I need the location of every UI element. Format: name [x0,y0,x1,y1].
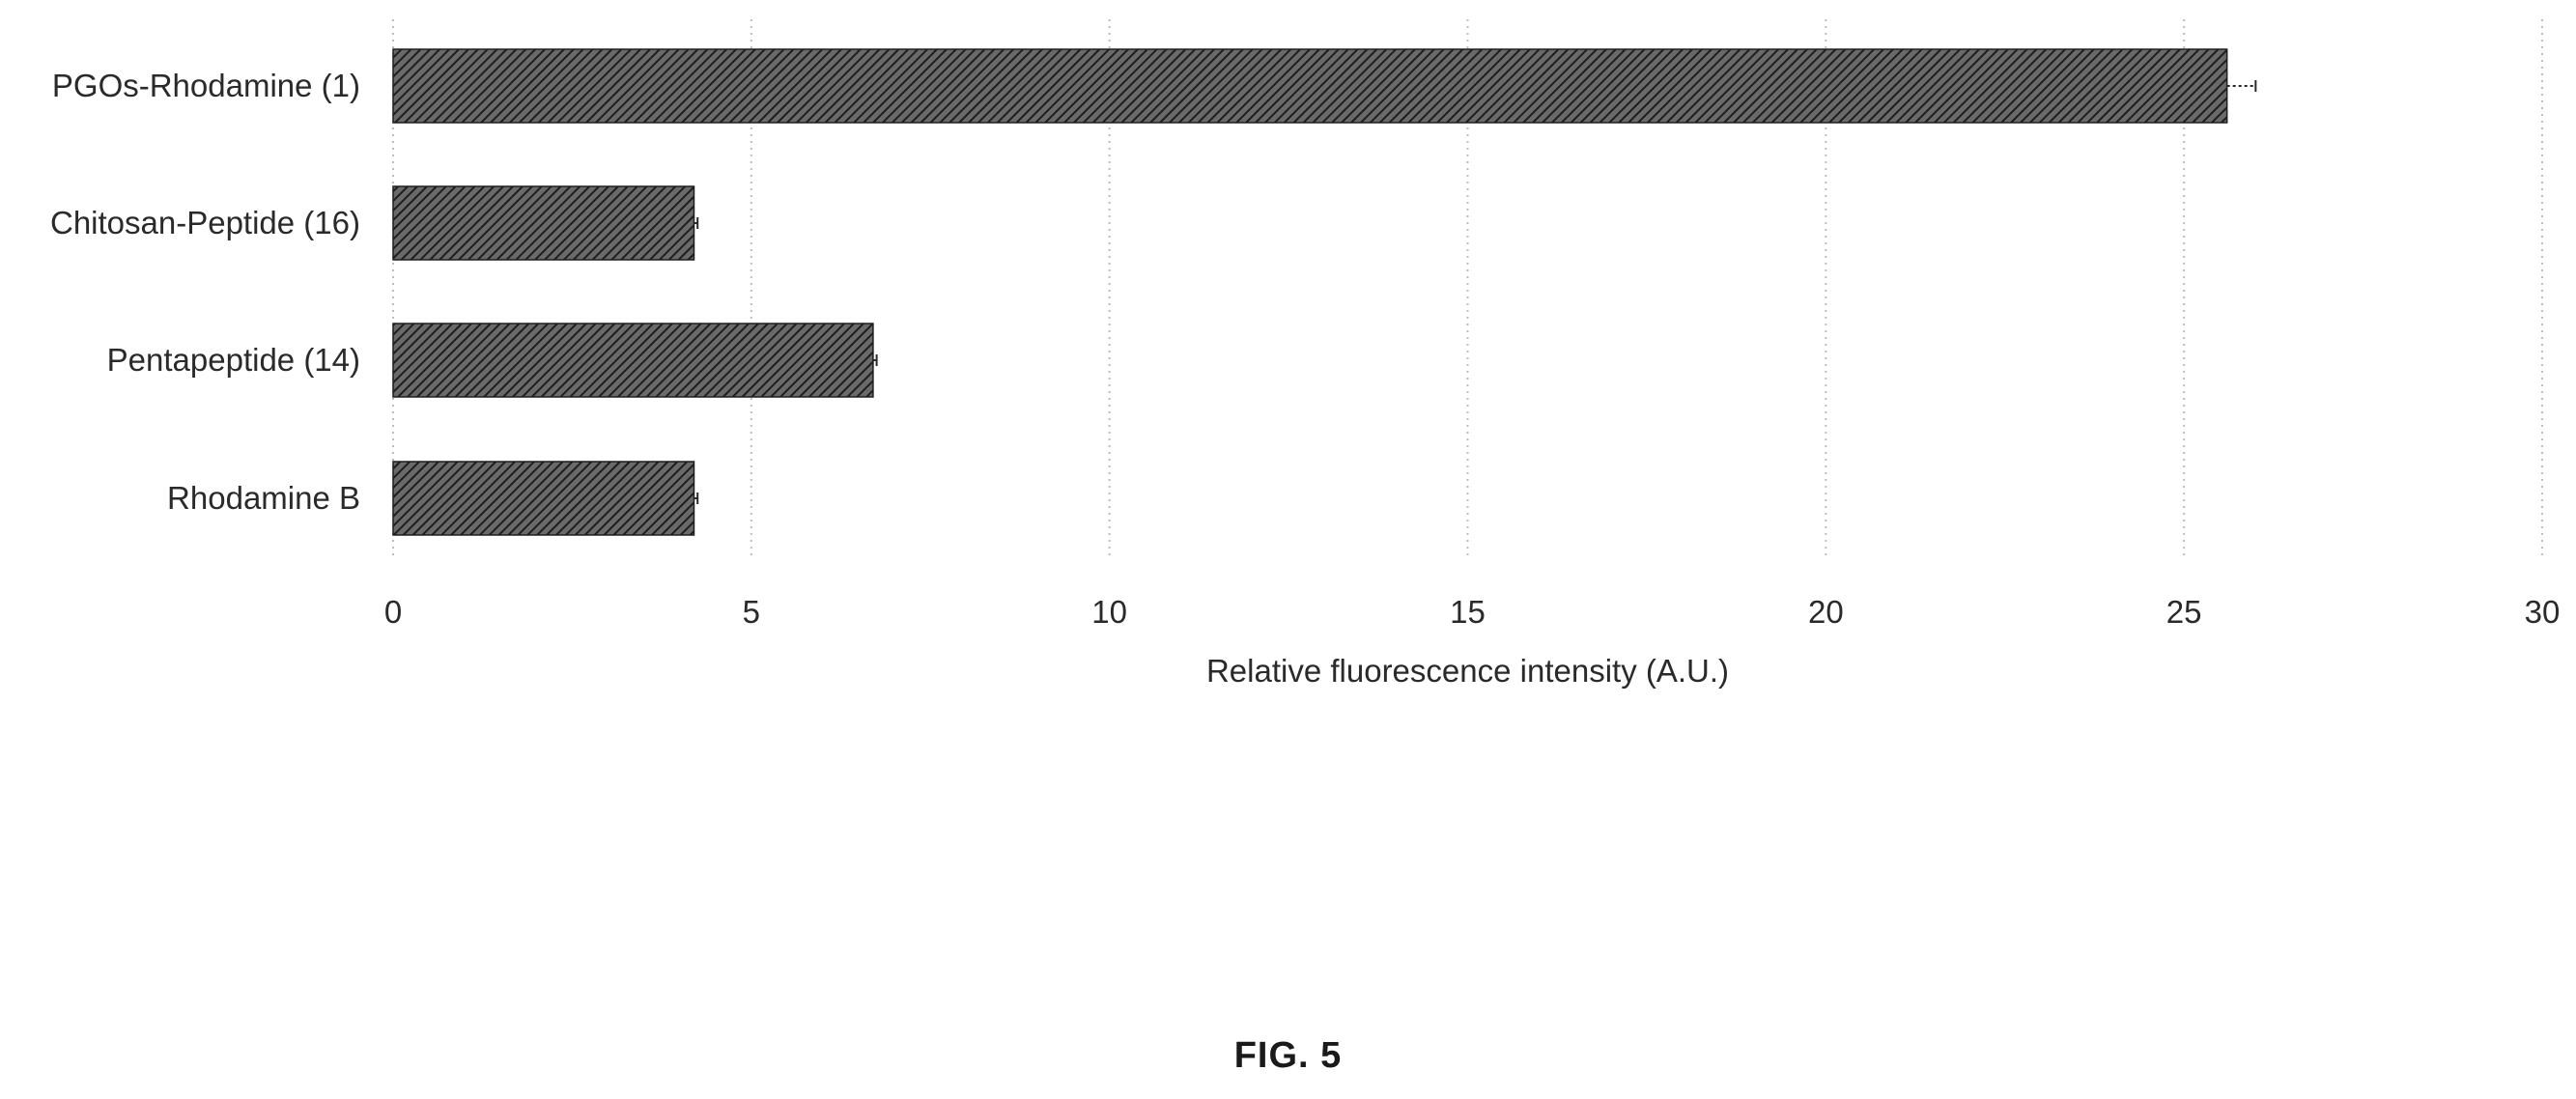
x-tick-label: 0 [384,594,402,630]
x-tick-label: 15 [1450,594,1486,630]
bar-chart: PGOs-Rhodamine (1) Chitosan-Peptide (16) P… [50,19,2561,689]
x-tick-label: 30 [2525,594,2561,630]
x-tick-label: 10 [1091,594,1127,630]
x-tick-labels: 0 5 10 15 20 25 30 [384,594,2561,630]
bar [392,323,874,398]
category-label: Chitosan-Peptide (16) [50,205,360,240]
bar [392,461,695,536]
x-tick-label: 25 [2166,594,2202,630]
x-tick-label: 20 [1808,594,1844,630]
category-label: Rhodamine B [167,480,360,516]
x-tick-label: 5 [743,594,760,630]
gridlines [392,19,2543,560]
error-bars [694,80,2257,504]
bars [392,48,2228,536]
figure-caption: FIG. 5 [1233,1035,1343,1076]
category-labels: PGOs-Rhodamine (1) Chitosan-Peptide (16) P… [50,68,360,516]
bar [392,48,2228,124]
category-label: Pentapeptide (14) [107,342,360,378]
bar [392,185,695,261]
category-label: PGOs-Rhodamine (1) [52,68,360,103]
x-axis-title: Relative fluorescence intensity (A.U.) [1206,653,1729,689]
